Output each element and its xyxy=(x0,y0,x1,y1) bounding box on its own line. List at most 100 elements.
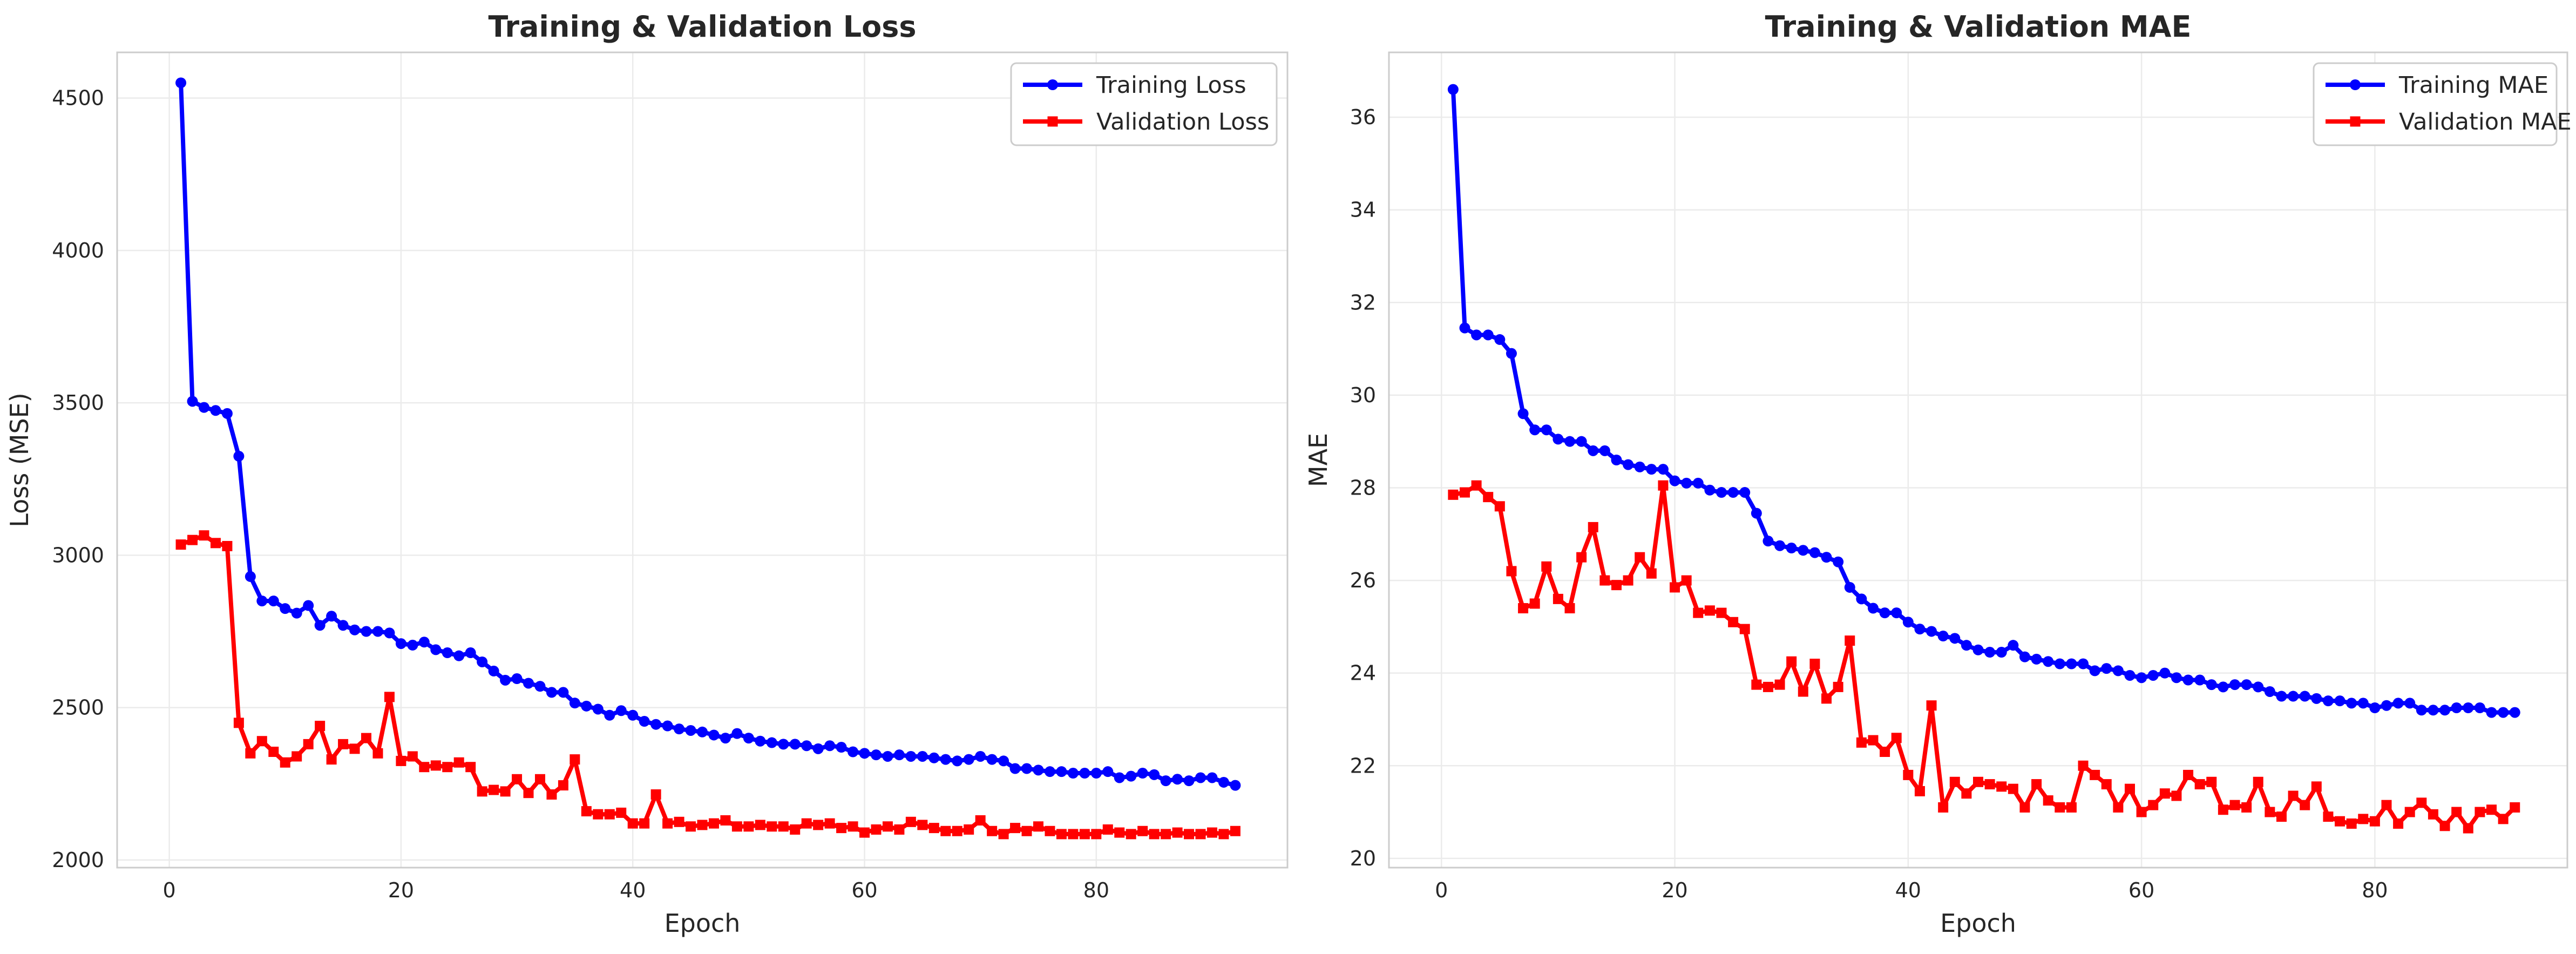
data-point-training-mae-46 xyxy=(1972,644,1984,655)
data-point-training-loss-8 xyxy=(256,596,268,607)
data-point-training-loss-83 xyxy=(1126,770,1137,782)
data-point-training-loss-3 xyxy=(198,402,209,413)
data-point-training-mae-80 xyxy=(2369,702,2381,714)
data-point-validation-mae-76 xyxy=(2323,811,2334,822)
data-point-training-loss-78 xyxy=(1067,768,1079,779)
mae-y-tick-28: 28 xyxy=(1350,476,1376,499)
data-point-validation-mae-72 xyxy=(2276,811,2287,822)
data-point-validation-loss-62 xyxy=(882,821,893,832)
data-point-validation-mae-86 xyxy=(2439,821,2450,831)
data-point-training-mae-90 xyxy=(2486,707,2497,718)
data-point-training-mae-73 xyxy=(2288,691,2299,702)
data-point-validation-loss-83 xyxy=(1126,829,1136,840)
legend-entry-training-loss: Training Loss xyxy=(1023,72,1246,99)
data-point-validation-loss-47 xyxy=(708,818,719,829)
data-point-training-loss-14 xyxy=(326,611,337,622)
data-point-training-mae-67 xyxy=(2218,681,2229,693)
data-point-training-loss-73 xyxy=(1009,763,1021,774)
data-point-validation-mae-40 xyxy=(1903,769,1914,780)
data-point-training-mae-19 xyxy=(1657,464,1669,475)
mae-y-tick-24: 24 xyxy=(1350,661,1376,685)
data-point-training-mae-14 xyxy=(1599,445,1610,456)
legend-marker-validation-loss xyxy=(1047,116,1058,127)
data-point-validation-loss-70 xyxy=(975,815,986,826)
data-point-training-mae-79 xyxy=(2357,698,2369,709)
data-point-training-mae-54 xyxy=(2066,658,2077,669)
data-point-validation-mae-23 xyxy=(1704,605,1715,616)
data-point-training-mae-43 xyxy=(1937,631,1949,642)
data-point-training-mae-70 xyxy=(2253,681,2264,693)
data-point-training-loss-40 xyxy=(627,709,639,721)
data-point-training-loss-7 xyxy=(245,571,256,582)
data-point-validation-loss-32 xyxy=(534,774,545,784)
data-point-training-loss-1 xyxy=(175,77,187,89)
data-point-training-mae-88 xyxy=(2463,702,2474,714)
mae-y-tick-22: 22 xyxy=(1350,754,1376,777)
data-point-validation-mae-26 xyxy=(1739,624,1750,634)
data-point-validation-mae-69 xyxy=(2241,802,2252,813)
data-point-validation-loss-64 xyxy=(905,816,916,827)
data-point-training-mae-59 xyxy=(2124,669,2136,681)
loss-y-tick-3000: 3000 xyxy=(52,543,104,567)
mae-chart-title: Training & Validation MAE xyxy=(1765,10,2192,44)
data-point-validation-loss-41 xyxy=(639,818,650,829)
data-point-training-mae-12 xyxy=(1576,436,1587,447)
mae-grid xyxy=(1389,52,2567,868)
data-point-training-loss-47 xyxy=(708,729,720,741)
data-point-validation-mae-36 xyxy=(1856,737,1867,748)
data-point-validation-loss-63 xyxy=(894,824,905,835)
data-point-validation-mae-13 xyxy=(1588,522,1598,532)
data-point-validation-mae-92 xyxy=(2510,802,2520,813)
data-point-training-loss-20 xyxy=(395,638,406,649)
loss-x-tick-40: 40 xyxy=(620,878,646,902)
data-point-validation-mae-45 xyxy=(1961,788,1972,799)
data-point-validation-mae-8 xyxy=(1529,598,1540,609)
data-point-validation-loss-16 xyxy=(349,743,360,754)
data-point-validation-loss-90 xyxy=(1206,827,1217,838)
data-point-training-loss-28 xyxy=(488,665,499,676)
data-point-training-mae-41 xyxy=(1914,624,1926,635)
data-point-validation-mae-60 xyxy=(2136,807,2147,817)
loss-plot-area xyxy=(117,52,1287,868)
data-point-validation-loss-4 xyxy=(210,538,221,549)
data-point-validation-mae-17 xyxy=(1635,552,1645,563)
data-point-validation-mae-88 xyxy=(2463,823,2473,834)
data-point-validation-mae-62 xyxy=(2159,788,2170,799)
mae-x-axis-label: Epoch xyxy=(1940,909,2016,938)
data-point-validation-loss-76 xyxy=(1045,826,1055,836)
data-point-validation-mae-42 xyxy=(1926,700,1937,711)
data-point-validation-mae-48 xyxy=(1996,781,2007,792)
data-point-training-loss-41 xyxy=(639,716,650,727)
data-point-validation-loss-19 xyxy=(384,692,395,702)
data-point-validation-loss-11 xyxy=(292,751,302,762)
mae-x-tick-20: 20 xyxy=(1662,878,1687,902)
data-point-validation-mae-4 xyxy=(1483,492,1494,503)
data-point-training-mae-55 xyxy=(2078,658,2089,669)
data-point-validation-mae-89 xyxy=(2475,807,2485,817)
data-point-training-mae-28 xyxy=(1762,536,1774,547)
data-point-training-mae-84 xyxy=(2416,705,2427,716)
data-point-validation-mae-81 xyxy=(2381,800,2392,810)
data-point-validation-loss-43 xyxy=(662,818,673,829)
data-point-training-mae-75 xyxy=(2311,693,2322,704)
data-point-training-loss-9 xyxy=(268,596,279,607)
data-point-training-loss-24 xyxy=(442,647,453,659)
series-training-loss xyxy=(175,77,1241,791)
mae-y-axis-label: MAE xyxy=(1304,433,1333,487)
data-point-validation-loss-7 xyxy=(245,748,256,759)
data-point-validation-loss-59 xyxy=(848,821,858,832)
data-point-validation-loss-13 xyxy=(315,721,326,732)
data-point-validation-mae-66 xyxy=(2206,776,2217,787)
data-point-validation-mae-71 xyxy=(2265,807,2275,817)
data-point-validation-mae-10 xyxy=(1553,593,1563,604)
data-point-training-loss-84 xyxy=(1137,768,1148,779)
data-point-training-loss-35 xyxy=(569,698,580,709)
data-point-validation-mae-84 xyxy=(2416,797,2427,808)
data-point-validation-loss-10 xyxy=(280,757,290,768)
data-point-training-mae-91 xyxy=(2498,707,2509,718)
data-point-training-mae-36 xyxy=(1856,593,1867,605)
data-point-validation-loss-72 xyxy=(998,829,1009,840)
data-point-training-loss-62 xyxy=(882,750,893,762)
data-point-validation-mae-38 xyxy=(1880,747,1890,757)
data-point-validation-mae-49 xyxy=(2008,783,2018,794)
